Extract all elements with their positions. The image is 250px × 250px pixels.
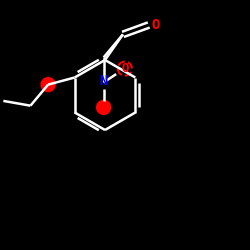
Circle shape	[41, 78, 55, 92]
Text: O: O	[121, 62, 129, 75]
Text: O: O	[151, 18, 160, 32]
Text: N: N	[100, 74, 108, 88]
Circle shape	[97, 100, 111, 114]
